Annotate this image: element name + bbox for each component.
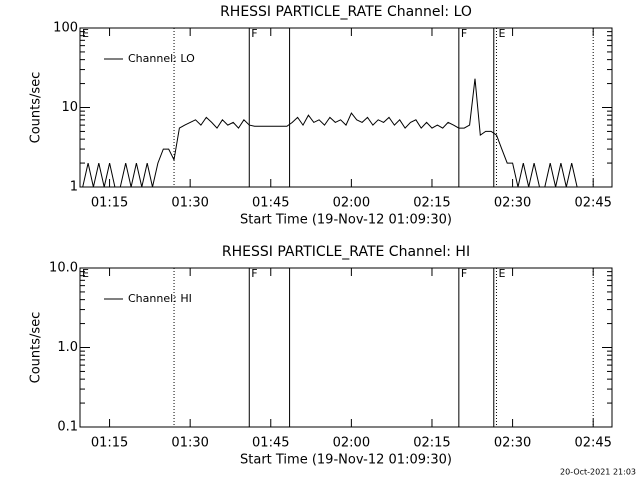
y-tick-label: 10.0: [49, 261, 78, 276]
x-tick-label: 01:15: [91, 196, 128, 211]
x-tick-label: 02:45: [574, 196, 611, 211]
x-tick-label: 01:45: [252, 196, 289, 211]
legend-label: Channel: LO: [128, 52, 195, 65]
y-axis-title: Counts/sec: [29, 312, 44, 384]
legend-label: Channel: HI: [128, 292, 192, 305]
event-label: E: [82, 27, 89, 40]
x-tick-label: 02:45: [574, 436, 611, 451]
x-axis-title: Start Time (19-Nov-12 01:09:30): [240, 213, 452, 228]
x-tick-label: 02:30: [494, 436, 531, 451]
y-tick-label: 1: [70, 180, 78, 195]
x-tick-label: 02:00: [333, 436, 370, 451]
event-label: F: [251, 267, 257, 280]
x-tick-label: 01:45: [252, 436, 289, 451]
footer: 20-Oct-2021 21:03: [560, 468, 636, 477]
y-tick-label: 1.0: [57, 340, 78, 355]
data-line: [82, 78, 578, 188]
y-tick-label: 0.1: [57, 420, 78, 435]
y-tick-label: 100: [53, 21, 78, 36]
x-tick-label: 02:15: [413, 436, 450, 451]
y-axis-title: Counts/sec: [29, 72, 44, 144]
chart-title: RHESSI PARTICLE_RATE Channel: HI: [222, 244, 470, 260]
x-axis-title: Start Time (19-Nov-12 01:09:30): [240, 453, 452, 468]
x-tick-label: 01:30: [171, 196, 208, 211]
chart-title: RHESSI PARTICLE_RATE Channel: LO: [220, 4, 472, 20]
event-label: E: [82, 267, 89, 280]
event-label: F: [461, 27, 467, 40]
x-tick-label: 01:15: [91, 436, 128, 451]
x-tick-label: 02:15: [413, 196, 450, 211]
x-tick-label: 02:00: [333, 196, 370, 211]
x-tick-label: 02:30: [494, 196, 531, 211]
event-label: F: [251, 27, 257, 40]
x-tick-label: 01:30: [171, 436, 208, 451]
y-tick-label: 10: [61, 100, 78, 115]
event-label: F: [461, 267, 467, 280]
event-label: E: [498, 27, 505, 40]
event-label: E: [498, 267, 505, 280]
